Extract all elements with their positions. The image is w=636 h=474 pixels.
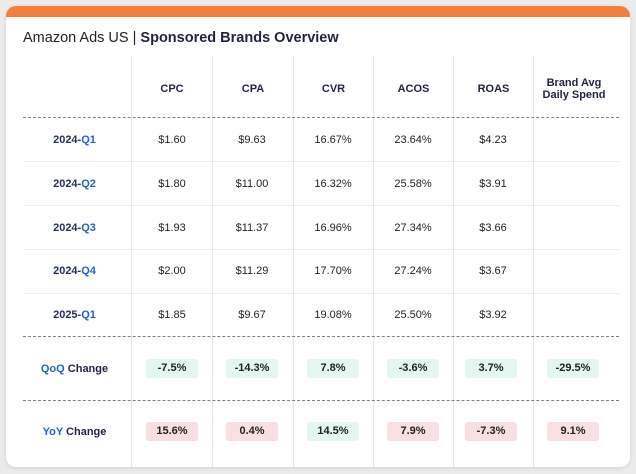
column-divider bbox=[131, 56, 132, 467]
cell-cpc: $1.60 bbox=[158, 134, 186, 146]
cell-cvr: 19.08% bbox=[314, 309, 352, 321]
title-separator: | bbox=[132, 30, 137, 46]
cell-cpa: $9.67 bbox=[238, 309, 266, 321]
header-cpa: CPA bbox=[241, 83, 265, 95]
change-chip: -29.5% bbox=[547, 359, 599, 378]
change-chip: 15.6% bbox=[146, 422, 198, 441]
cell-cpc: $1.80 bbox=[158, 178, 186, 190]
change-chip: 14.5% bbox=[307, 422, 359, 441]
change-chip: 9.1% bbox=[547, 422, 599, 441]
row-divider bbox=[23, 161, 619, 162]
cell-roas: $4.23 bbox=[479, 134, 507, 146]
cell-acos: 25.58% bbox=[394, 178, 432, 190]
accent-top-bar bbox=[6, 6, 630, 17]
qoq-change-label: QoQ Change bbox=[40, 363, 109, 375]
header-divider bbox=[23, 117, 619, 118]
column-divider bbox=[293, 56, 294, 467]
column-divider bbox=[212, 56, 213, 467]
header-cpc: CPC bbox=[160, 83, 184, 95]
cell-cpa: $11.29 bbox=[235, 265, 269, 277]
cell-roas: $3.91 bbox=[479, 178, 507, 190]
cell-acos: 23.64% bbox=[394, 134, 432, 146]
row-label: 2024-Q1 bbox=[53, 134, 96, 146]
change-chip: -7.5% bbox=[146, 359, 198, 378]
header-cvr: CVR bbox=[321, 83, 346, 95]
cell-cvr: 16.32% bbox=[314, 178, 352, 190]
header-roas: ROAS bbox=[477, 83, 510, 95]
row-label: 2024-Q3 bbox=[53, 222, 96, 234]
cell-roas: $3.66 bbox=[479, 222, 507, 234]
cell-cvr: 17.70% bbox=[314, 265, 352, 277]
change-divider bbox=[23, 400, 619, 401]
change-chip: 7.9% bbox=[387, 422, 439, 441]
sponsored-brands-card: Amazon Ads US | Sponsored Brands Overvie… bbox=[6, 6, 630, 467]
cell-cpa: $9.63 bbox=[238, 134, 266, 146]
header-brand-avg-daily-spend: Brand Avg Daily Spend bbox=[542, 77, 606, 101]
report-source: Amazon Ads US bbox=[23, 30, 129, 46]
cell-cpa: $11.00 bbox=[235, 178, 269, 190]
report-name: Sponsored Brands Overview bbox=[140, 30, 339, 46]
column-divider bbox=[373, 56, 374, 467]
row-divider bbox=[23, 293, 619, 294]
column-divider bbox=[533, 56, 534, 467]
cell-roas: $3.67 bbox=[479, 265, 507, 277]
column-divider bbox=[453, 56, 454, 467]
cell-cpc: $2.00 bbox=[158, 265, 186, 277]
row-label: 2025-Q1 bbox=[53, 309, 96, 321]
row-divider bbox=[23, 205, 619, 206]
cell-cpa: $11.37 bbox=[235, 222, 269, 234]
change-chip: -7.3% bbox=[465, 422, 517, 441]
change-chip: -3.6% bbox=[387, 359, 439, 378]
cell-cvr: 16.96% bbox=[314, 222, 352, 234]
data-divider bbox=[23, 336, 619, 337]
change-chip: -14.3% bbox=[226, 359, 278, 378]
header-acos: ACOS bbox=[397, 83, 430, 95]
change-chip: 0.4% bbox=[226, 422, 278, 441]
cell-cpc: $1.93 bbox=[158, 222, 186, 234]
row-divider bbox=[23, 249, 619, 250]
cell-acos: 27.24% bbox=[394, 265, 432, 277]
cell-cvr: 16.67% bbox=[314, 134, 352, 146]
change-chip: 3.7% bbox=[465, 359, 517, 378]
cell-roas: $3.92 bbox=[479, 309, 507, 321]
row-label: 2024-Q4 bbox=[53, 265, 96, 277]
change-chip: 7.8% bbox=[307, 359, 359, 378]
cell-acos: 27.34% bbox=[394, 222, 432, 234]
cell-acos: 25.50% bbox=[394, 309, 432, 321]
report-title: Amazon Ads US | Sponsored Brands Overvie… bbox=[23, 30, 339, 46]
cell-cpc: $1.85 bbox=[158, 309, 186, 321]
row-label: 2024-Q2 bbox=[53, 178, 96, 190]
yoy-change-label: YoY Change bbox=[42, 426, 107, 438]
